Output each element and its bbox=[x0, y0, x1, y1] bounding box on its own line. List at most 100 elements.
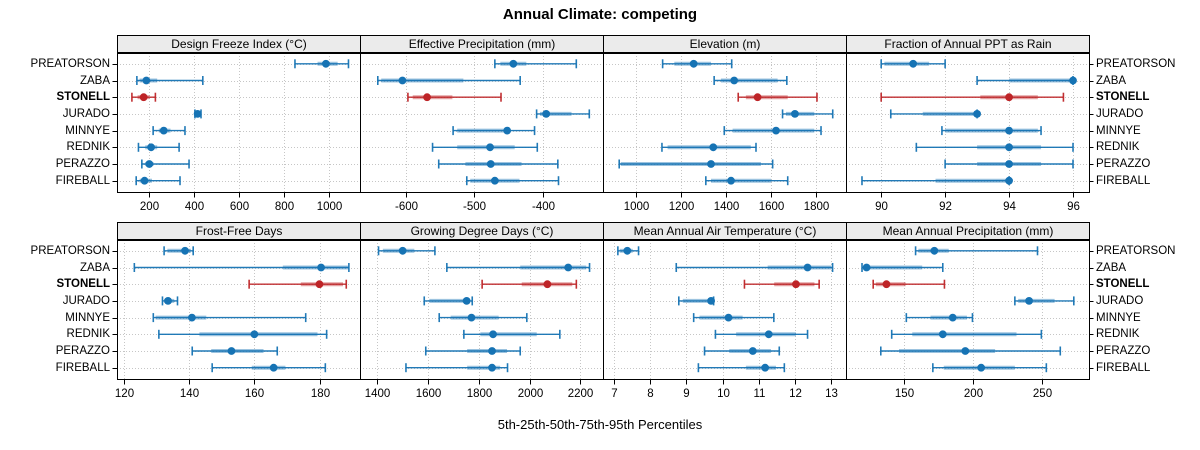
row-label-stonell: STONELL bbox=[56, 278, 110, 291]
percentile-glyph-minnye bbox=[152, 313, 307, 323]
percentile-glyph-rednik bbox=[137, 142, 180, 152]
x-tick-label: 10 bbox=[717, 388, 730, 400]
x-tick-label: 1600 bbox=[759, 201, 785, 213]
row-label-rednik: REDNIK bbox=[1096, 328, 1140, 341]
percentile-glyph-jurado bbox=[535, 109, 591, 119]
row-label-fireball: FIREBALL bbox=[1096, 361, 1151, 374]
percentile-glyph-rednik bbox=[890, 329, 1043, 339]
x-tick-label: 11 bbox=[754, 388, 766, 400]
x-tick-label: 8 bbox=[647, 388, 653, 400]
panel-plot: 7 8 9 10 11 12 13 bbox=[602, 239, 848, 400]
panel-title: Frost-Free Days bbox=[195, 224, 283, 238]
x-axis: 7 8 9 10 11 12 13 bbox=[611, 380, 838, 400]
x-axis: 200 400 600 800 1000 bbox=[112, 64, 343, 213]
percentile-glyph-fireball bbox=[211, 363, 327, 373]
row-label-preatorson: PREATORSON bbox=[30, 244, 110, 257]
x-tick-label: 200 bbox=[140, 201, 159, 213]
percentile-glyph-minnye bbox=[941, 126, 1042, 136]
row-label-jurado: JURADO bbox=[1096, 294, 1144, 307]
x-tick-label: 90 bbox=[875, 201, 888, 213]
row-label-zaba: ZABA bbox=[1096, 261, 1127, 274]
percentile-glyph-jurado bbox=[423, 296, 474, 306]
percentile-glyph-perazzo bbox=[703, 346, 781, 356]
row-label-fireball: FIREBALL bbox=[55, 361, 110, 374]
percentile-glyph-stonell bbox=[737, 92, 818, 102]
percentile-glyph-zaba bbox=[976, 76, 1077, 85]
x-tick-label: 2000 bbox=[518, 388, 544, 400]
x-tick-label: 600 bbox=[230, 201, 249, 213]
panel-strip: Mean Annual Air Temperature (°C) bbox=[603, 222, 847, 240]
x-tick-label: 1000 bbox=[317, 201, 343, 213]
gridlines bbox=[117, 53, 360, 193]
x-axis: 90 92 94 96 bbox=[875, 64, 1094, 213]
panel-plot: 120 140 160 180 bbox=[112, 239, 362, 400]
percentile-glyph-stonell bbox=[481, 279, 578, 289]
gridlines bbox=[603, 240, 846, 380]
percentile-glyph-preatorson bbox=[494, 59, 578, 69]
percentile-glyph-stonell bbox=[131, 92, 157, 102]
percentile-glyph-rednik bbox=[158, 329, 328, 339]
percentile-glyph-minnye bbox=[905, 313, 974, 323]
gridlines bbox=[603, 53, 846, 193]
x-tick-label: 1400 bbox=[365, 388, 391, 400]
x-tick-label: 400 bbox=[185, 201, 204, 213]
row-label-fireball: FIREBALL bbox=[1096, 174, 1151, 187]
row-label-zaba: ZABA bbox=[1096, 74, 1127, 87]
percentile-glyph-jurado bbox=[1014, 296, 1075, 306]
gridlines bbox=[117, 240, 360, 380]
percentile-glyph-stonell bbox=[407, 92, 502, 102]
percentile-glyph-fireball bbox=[932, 363, 1048, 373]
row-label-minnye: MINNYE bbox=[65, 311, 110, 324]
row-label-rednik: REDNIK bbox=[66, 328, 110, 341]
x-tick-label: 7 bbox=[611, 388, 617, 400]
row-label-jurado: JURADO bbox=[62, 107, 110, 120]
panel-title: Mean Annual Air Temperature (°C) bbox=[633, 224, 817, 238]
panel-title: Effective Precipitation (mm) bbox=[408, 37, 556, 51]
percentile-glyph-fireball bbox=[465, 176, 560, 186]
x-tick-label: 12 bbox=[789, 388, 802, 400]
x-tick-label: 1400 bbox=[714, 201, 740, 213]
percentile-glyph-preatorson bbox=[880, 59, 946, 69]
row-label-rednik: REDNIK bbox=[1096, 141, 1140, 154]
x-tick-label: -400 bbox=[532, 201, 555, 213]
percentile-glyph-zaba bbox=[446, 263, 591, 272]
figure-title: Annual Climate: competing bbox=[502, 6, 698, 23]
x-axis: -600 -500 -400 bbox=[395, 193, 555, 213]
x-tick-label: 250 bbox=[1033, 388, 1052, 400]
x-axis: 1000 1200 1400 1600 1800 bbox=[624, 193, 830, 213]
row-label-preatorson: PREATORSON bbox=[1096, 244, 1176, 257]
panel-plot: 90 92 94 96 bbox=[845, 52, 1094, 213]
x-tick-label: 1800 bbox=[467, 388, 493, 400]
x-tick-label: 1600 bbox=[416, 388, 442, 400]
x-tick-label: 120 bbox=[115, 388, 134, 400]
percentile-glyph-perazzo bbox=[618, 159, 774, 169]
percentile-glyph-jurado bbox=[161, 296, 179, 306]
panel-plot: -600 -500 -400 bbox=[359, 52, 605, 213]
x-tick-label: 2200 bbox=[568, 388, 594, 400]
x-tick-label: 150 bbox=[895, 388, 914, 400]
row-label-jurado: JURADO bbox=[62, 294, 110, 307]
row-label-perazzo: PERAZZO bbox=[1096, 158, 1151, 170]
panel-strip: Frost-Free Days bbox=[117, 222, 361, 240]
percentile-glyph-jurado bbox=[889, 109, 981, 119]
x-tick-label: 1000 bbox=[624, 201, 650, 213]
percentile-glyph-fireball bbox=[705, 176, 789, 186]
percentile-glyph-perazzo bbox=[437, 159, 559, 169]
panel-title: Mean Annual Precipitation (mm) bbox=[882, 224, 1054, 238]
percentile-glyph-preatorson bbox=[377, 246, 436, 256]
percentile-glyph-zaba bbox=[675, 263, 834, 272]
percentile-glyph-fireball bbox=[697, 363, 786, 373]
percentile-glyph-minnye bbox=[723, 126, 822, 136]
percentile-glyph-minnye bbox=[692, 313, 775, 323]
percentile-glyph-preatorson bbox=[163, 246, 195, 256]
x-tick-label: 140 bbox=[180, 388, 199, 400]
percentile-glyph-rednik bbox=[915, 142, 1074, 152]
row-label-rednik: REDNIK bbox=[66, 141, 110, 154]
percentile-glyph-stonell bbox=[880, 92, 1065, 102]
panel-title: Design Freeze Index (°C) bbox=[171, 37, 307, 51]
percentile-glyph-minnye bbox=[152, 126, 186, 136]
x-tick-label: 1800 bbox=[804, 201, 830, 213]
row-label-zaba: ZABA bbox=[79, 74, 110, 87]
row-label-stonell: STONELL bbox=[56, 91, 110, 104]
row-label-perazzo: PERAZZO bbox=[55, 158, 110, 170]
